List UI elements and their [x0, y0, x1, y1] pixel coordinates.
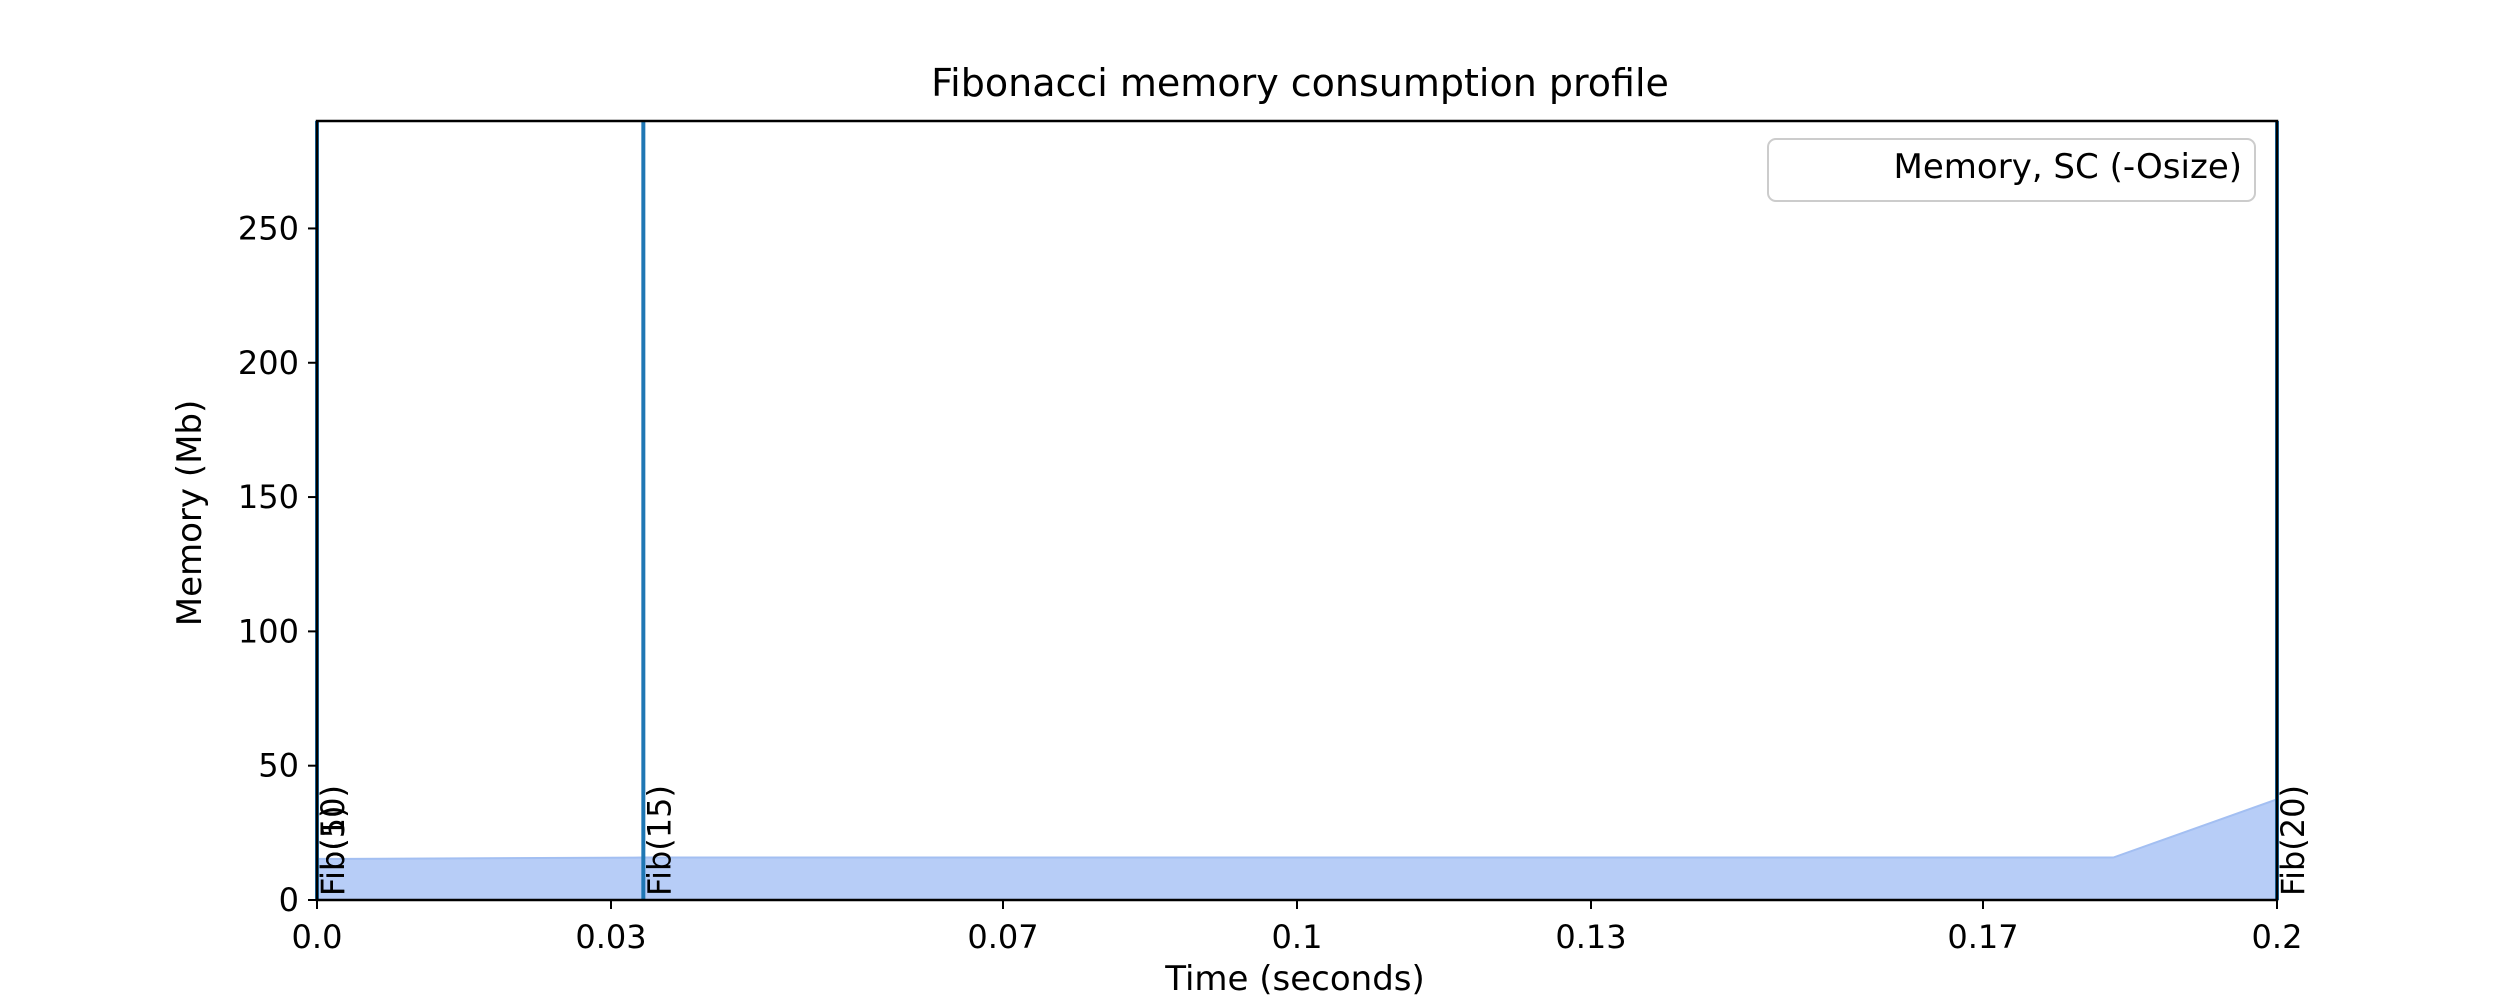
y-tick-label: 50	[258, 747, 299, 785]
x-tick-label: 0.17	[1947, 918, 2018, 956]
x-tick-label: 0.07	[967, 918, 1038, 956]
marker-label: Fib(15)	[640, 785, 678, 896]
y-tick-label: 0	[279, 881, 299, 919]
plot-frame	[315, 119, 2279, 902]
y-axis-ticks: 0 50 100 150 200 250	[238, 209, 317, 919]
x-axis-label: Time (seconds)	[1164, 959, 1425, 999]
x-tick-label: 0.13	[1555, 918, 1626, 956]
y-tick-label: 250	[238, 209, 299, 247]
area-series-0	[316, 797, 2278, 901]
legend-entry: Memory, SC (-Osize)	[1894, 147, 2242, 187]
x-tick-label: 0.1	[1272, 918, 1323, 956]
y-tick-label: 150	[238, 478, 299, 516]
x-tick-label: 0.2	[2252, 918, 2303, 956]
x-tick-label: 0.03	[575, 918, 646, 956]
y-tick-label: 100	[238, 612, 299, 650]
legend-box	[1767, 138, 2256, 202]
marker-label: Fib(5)	[314, 805, 352, 896]
marker-layer: Fib(10)Fib(5) Fib(15) Fib(20)	[314, 121, 2312, 900]
legend: Memory, SC (-Osize)	[1767, 138, 2256, 202]
marker-label: Fib(10)	[314, 785, 352, 896]
y-tick-label: 200	[238, 344, 299, 382]
x-tick-label: 0.0	[292, 918, 343, 956]
x-axis-ticks: 0.0 0.03 0.07 0.1 0.13 0.17 0.2	[292, 900, 2303, 956]
y-axis-label: Memory (Mb)	[170, 400, 210, 627]
marker-label: Fib(20)	[2274, 785, 2312, 896]
area-layer	[316, 797, 2278, 901]
chart-title: Fibonacci memory consumption profile	[931, 61, 1669, 105]
